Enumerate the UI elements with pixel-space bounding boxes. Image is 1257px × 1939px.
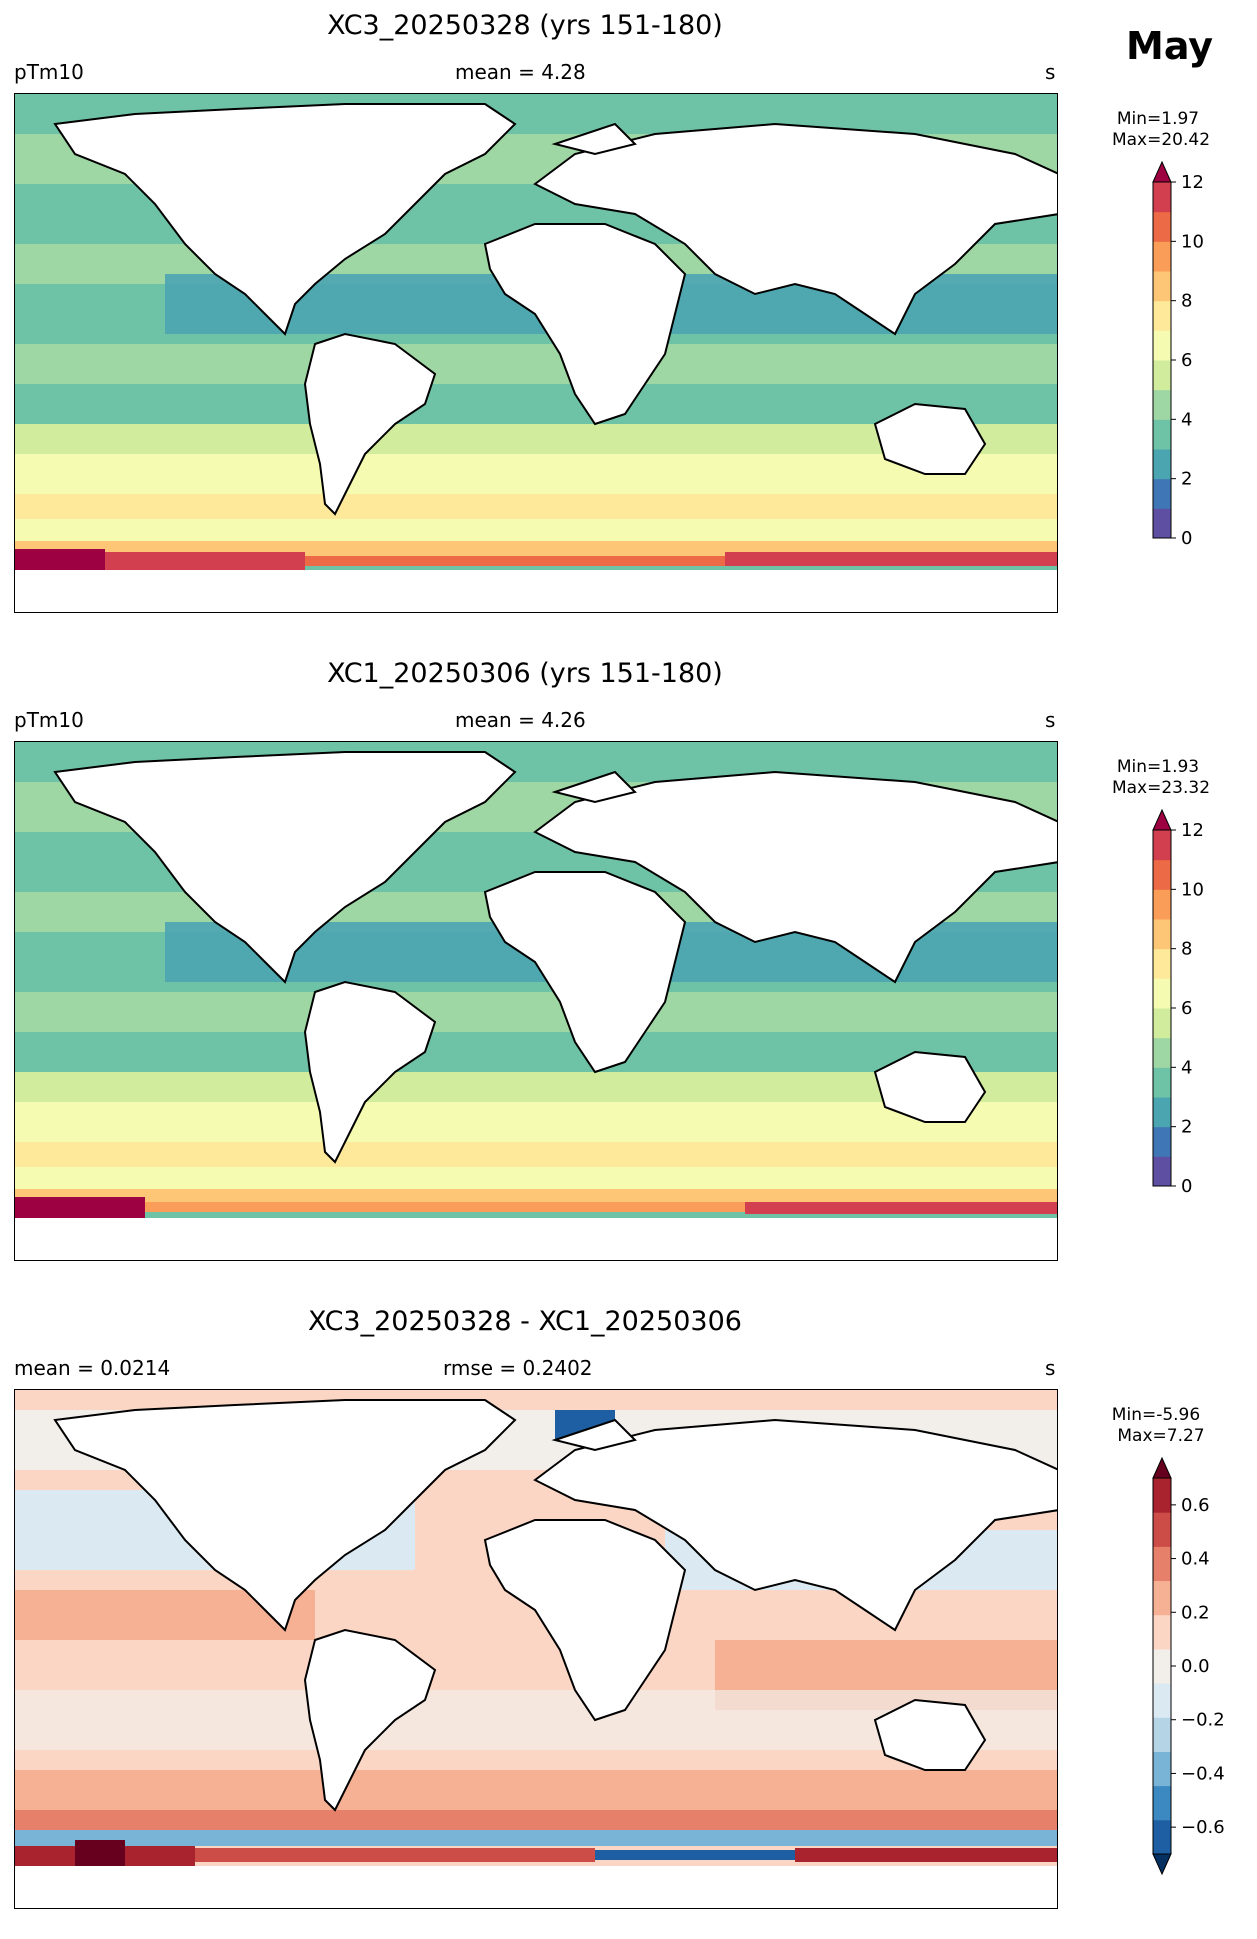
panel-2-colorbar-segment xyxy=(1153,978,1171,1009)
panel-2-colorbar-segment xyxy=(1153,1126,1171,1157)
panel-3-map xyxy=(14,1389,1058,1909)
panel-1-title: XC3_20250328 (yrs 151-180) xyxy=(327,10,723,41)
panel-2-colorbar-tick-label: 0 xyxy=(1181,1176,1192,1197)
panel-2-colorbar-segment xyxy=(1153,948,1171,979)
month-label: May xyxy=(1126,24,1214,68)
panel-3-colorbar-segment xyxy=(1153,1717,1171,1752)
panel-2-colorbar-segment xyxy=(1153,919,1171,950)
panel-2-title: XC1_20250306 (yrs 151-180) xyxy=(327,658,723,689)
panel-2-colorbar-extend-max xyxy=(1152,808,1172,831)
panel-1-min-label: Min=1.97 xyxy=(1116,109,1200,129)
panel-3-colorbar-segment xyxy=(1153,1546,1171,1582)
panel-3-colorbar-tick-label: 0.4 xyxy=(1181,1549,1210,1570)
panel-1-colorbar-segment xyxy=(1153,508,1171,539)
panel-1-colorbar-extend-max xyxy=(1152,160,1172,183)
panel-3-rmse-label: rmse = 0.2402 xyxy=(443,1356,593,1380)
panel-1-colorbar-tick-label: 4 xyxy=(1181,409,1192,430)
panel-1-max-label: Max=20.42 xyxy=(1111,130,1211,150)
panel-3-max-label: Max=7.27 xyxy=(1117,1426,1205,1446)
panel-3-colorbar-segment xyxy=(1153,1614,1171,1650)
panel-3-colorbar-tick-label: 0.0 xyxy=(1181,1656,1210,1677)
panel-1-colorbar-segment xyxy=(1153,211,1171,242)
panel-2-max-label: Max=23.32 xyxy=(1111,778,1211,798)
panel-2-colorbar-segment xyxy=(1153,1037,1171,1068)
panel-3-colorbar-segment xyxy=(1153,1819,1171,1855)
panel-1-map-svg xyxy=(15,94,1057,612)
panel-2-colorbar-tick-label: 2 xyxy=(1181,1117,1192,1138)
panel-3-colorbar-extend-min xyxy=(1152,1853,1172,1876)
panel-1-colorbar-tick-label: 0 xyxy=(1181,528,1192,549)
panel-1-colorbar-tick-label: 8 xyxy=(1181,291,1192,312)
panel-2-min-label: Min=1.93 xyxy=(1116,757,1200,777)
panel-1-colorbar-segment xyxy=(1153,478,1171,509)
panel-3-colorbar-segment xyxy=(1153,1785,1171,1821)
panel-2-variable-label: pTm10 xyxy=(14,708,84,732)
panel-3-colorbar-tick-label: −0.2 xyxy=(1181,1710,1225,1731)
panel-1-colorbar-svg: 0 2 4 6 8 10 12 xyxy=(1152,160,1204,549)
panel-2-colorbar-segment xyxy=(1153,889,1171,920)
panel-3-colorbar-segment xyxy=(1153,1580,1171,1616)
panel-1-colorbar-tick-label: 6 xyxy=(1181,350,1192,371)
panel-2-colorbar-tick-label: 8 xyxy=(1181,939,1192,960)
panel-2-colorbar-tick-label: 12 xyxy=(1181,820,1204,841)
panel-2-colorbar-tick-label: 6 xyxy=(1181,998,1192,1019)
panel-2-colorbar: 0 2 4 6 8 10 12 xyxy=(1145,808,1257,1208)
panel-1-coastlines xyxy=(53,103,1057,516)
panel-3-coastlines xyxy=(53,1399,1057,1812)
panel-3-mean-label: mean = 0.0214 xyxy=(14,1356,171,1380)
panel-2-colorbar-segment xyxy=(1153,859,1171,890)
panel-1-colorbar-segment xyxy=(1153,271,1171,302)
panel-3-title: XC3_20250328 - XC1_20250306 xyxy=(308,1306,742,1337)
panel-3-colorbar-tick-label: −0.4 xyxy=(1181,1763,1225,1784)
panel-1-colorbar: 0 2 4 6 8 10 12 xyxy=(1145,160,1257,560)
panel-1-colorbar-segment xyxy=(1153,419,1171,450)
panel-2-colorbar-svg: 0 2 4 6 8 10 12 xyxy=(1152,808,1204,1197)
panel-3-colorbar-svg: −0.6 −0.4 −0.2 0.0 0.2 0.4 0.6 xyxy=(1152,1456,1225,1876)
panel-3-colorbar-extend-max xyxy=(1152,1456,1172,1479)
panel-2-colorbar-segment xyxy=(1153,1156,1171,1187)
panel-3-units-label: s xyxy=(1045,1356,1056,1380)
panel-1-colorbar-segment xyxy=(1153,182,1171,213)
panel-3-colorbar-segment xyxy=(1153,1751,1171,1787)
panel-3-colorbar-segment xyxy=(1153,1512,1171,1547)
panel-3-colorbar: −0.6 −0.4 −0.2 0.0 0.2 0.4 0.6 xyxy=(1145,1456,1257,1876)
panel-1-mean-label: mean = 4.28 xyxy=(455,60,586,84)
panel-2-colorbar-tick-label: 4 xyxy=(1181,1057,1192,1078)
panel-2-colorbar-segment xyxy=(1153,1008,1171,1039)
panel-2-mean-label: mean = 4.26 xyxy=(455,708,586,732)
panel-3-colorbar-segment xyxy=(1153,1648,1171,1684)
panel-3-colorbar-segment xyxy=(1153,1683,1171,1718)
panel-1-colorbar-tick-label: 2 xyxy=(1181,469,1192,490)
panel-1-units-label: s xyxy=(1045,60,1056,84)
panel-3-map-svg xyxy=(15,1390,1057,1908)
panel-2-colorbar-segment xyxy=(1153,1097,1171,1128)
panel-3-colorbar-segment xyxy=(1153,1478,1171,1513)
panel-1-colorbar-segment xyxy=(1153,389,1171,420)
panel-2-colorbar-tick-label: 10 xyxy=(1181,879,1204,900)
panel-2-coastlines xyxy=(53,751,1057,1164)
panel-1-map xyxy=(14,93,1058,613)
panel-1-variable-label: pTm10 xyxy=(14,60,84,84)
panel-1-colorbar-tick-label: 10 xyxy=(1181,231,1204,252)
panel-3-colorbar-tick-label: 0.6 xyxy=(1181,1495,1210,1516)
panel-1-colorbar-segment xyxy=(1153,360,1171,391)
panel-2-colorbar-segment xyxy=(1153,1067,1171,1098)
panel-2-colorbar-segment xyxy=(1153,830,1171,861)
panel-2-map-svg xyxy=(15,742,1057,1260)
panel-3-colorbar-tick-label: −0.6 xyxy=(1181,1817,1225,1838)
panel-1-colorbar-segment xyxy=(1153,330,1171,361)
panel-2-units-label: s xyxy=(1045,708,1056,732)
panel-3-min-label: Min=-5.96 xyxy=(1111,1405,1201,1425)
panel-1-colorbar-tick-label: 12 xyxy=(1181,172,1204,193)
panel-1-colorbar-segment xyxy=(1153,300,1171,331)
panel-1-colorbar-segment xyxy=(1153,241,1171,272)
panel-1-colorbar-segment xyxy=(1153,449,1171,480)
panel-3-colorbar-tick-label: 0.2 xyxy=(1181,1602,1210,1623)
panel-2-map xyxy=(14,741,1058,1261)
